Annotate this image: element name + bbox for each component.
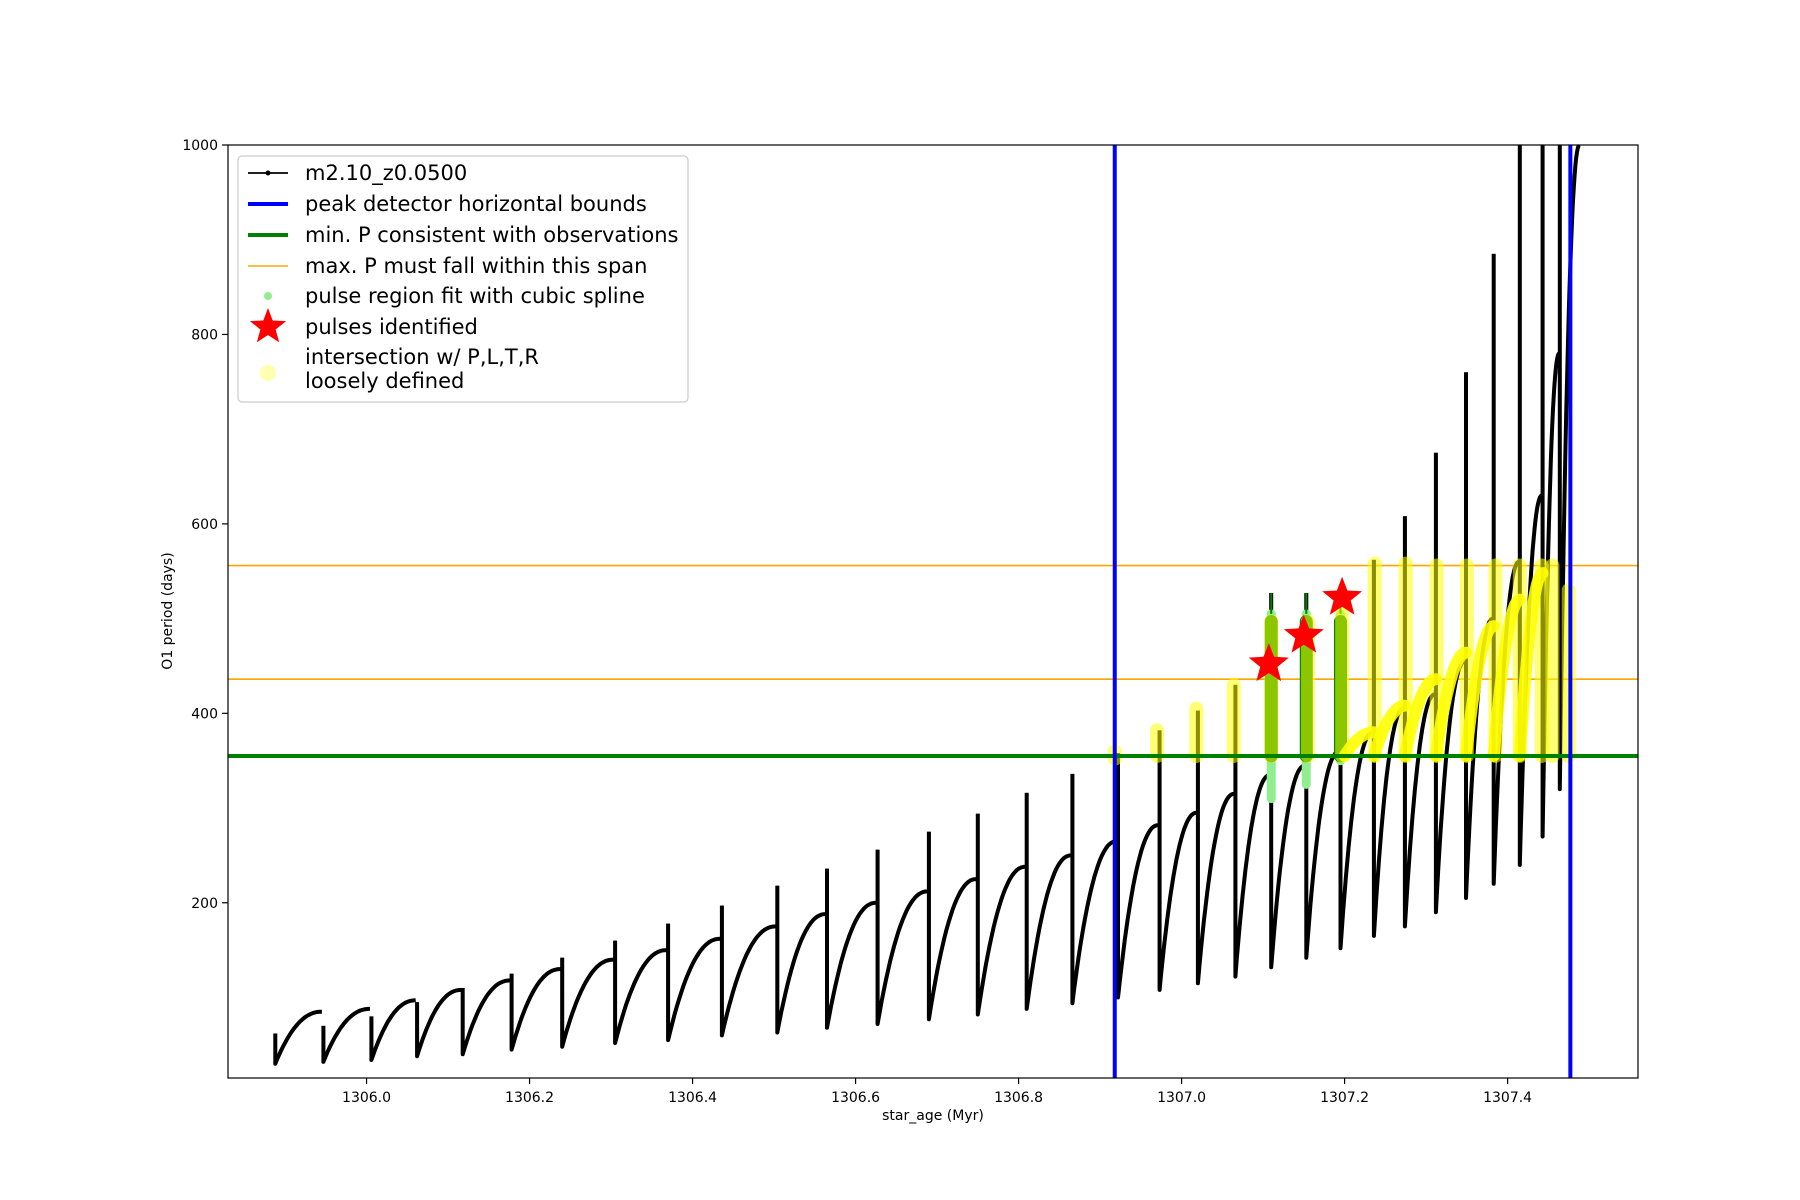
- pulse-cycle-19: [1157, 730, 1198, 992]
- pulse-stars: [228, 145, 1638, 1078]
- intersection-curve-7: [1513, 567, 1549, 762]
- pulse-star-2: [1283, 614, 1324, 653]
- pulse-cycle-20: [1195, 710, 1235, 986]
- pulse-cycle-3: [369, 998, 416, 1062]
- legend-box: [237, 155, 689, 403]
- pulse-cycle-15: [975, 813, 1026, 1017]
- legend-entry-pulses: pulses identified: [249, 308, 478, 343]
- y-tick-label-4: 800: [191, 327, 218, 343]
- pulse-cycle-22: [1269, 593, 1306, 970]
- legend-entry-intersection: intersection w/ P,L,T,R loosely defined: [260, 345, 539, 393]
- intersection-curve-1: [1338, 726, 1380, 762]
- pulse-cycle-14: [926, 831, 977, 1022]
- x-tick-label-3: 1306.4: [668, 1090, 717, 1106]
- x-tick-label-5: 1306.8: [994, 1090, 1043, 1106]
- x-tick-label-4: 1306.6: [831, 1090, 880, 1106]
- intersection-curve-4: [1429, 646, 1472, 762]
- pulse-cycle-17: [1070, 773, 1117, 1006]
- legend-star-icon: [249, 308, 287, 343]
- pulse-cycle-11: [775, 885, 826, 1035]
- pulse-cycle-2: [321, 1006, 371, 1064]
- x-tick-label-8: 1307.4: [1483, 1090, 1532, 1106]
- intersection-curve-3: [1398, 673, 1442, 762]
- pulse-cycle-12: [825, 868, 877, 1030]
- legend-entry-series: m2.10_z0.0500: [248, 161, 467, 186]
- legend: m2.10_z0.0500 peak detector horizontal b…: [237, 155, 689, 403]
- legend-entry-min-p: min. P consistent with observations: [248, 223, 678, 247]
- legend-entry-max-p: max. P must fall within this span: [248, 254, 647, 278]
- pulse-cycle-13: [875, 849, 928, 1026]
- x-tick-label-1: 1306.0: [342, 1090, 391, 1106]
- pulse-star-3: [1322, 576, 1363, 615]
- intersection-curve-2: [1367, 699, 1411, 762]
- y-tick-label-3: 600: [191, 517, 218, 533]
- y-tick-label-5: 1000: [182, 138, 218, 154]
- pulse-cycle-5: [460, 978, 511, 1057]
- legend-label-max-p: max. P must fall within this span: [305, 254, 647, 278]
- legend-circle-icon: [260, 365, 276, 381]
- legend-label-intersection-line2: loosely defined: [305, 369, 464, 393]
- plot-frame: [227, 144, 1639, 1079]
- pulse-cycle-10: [719, 905, 776, 1038]
- intersection-curve-6: [1487, 593, 1526, 762]
- legend-label-min-p: min. P consistent with observations: [305, 223, 678, 247]
- pulse-cycle-21: [1233, 684, 1271, 979]
- pulse-cycle-7: [560, 957, 614, 1049]
- legend-label-pulses: pulses identified: [305, 315, 478, 339]
- legend-label-series: m2.10_z0.0500: [305, 161, 467, 186]
- pulse-cycle-6: [509, 967, 561, 1052]
- pulse-cycle-1: [273, 1009, 322, 1066]
- x-tick-label-7: 1307.2: [1320, 1090, 1369, 1106]
- legend-label-spline: pulse region fit with cubic spline: [305, 284, 645, 308]
- x-tick-label-2: 1306.2: [505, 1090, 554, 1106]
- pulse-cycle-18: [1116, 753, 1159, 1000]
- y-tick-label-2: 400: [191, 706, 218, 722]
- y-tick-label-1: 200: [191, 896, 218, 912]
- x-tick-label-6: 1307.0: [1157, 1090, 1206, 1106]
- legend-label-bounds: peak detector horizontal bounds: [305, 192, 647, 216]
- y-axis-label: O1 period (days): [160, 552, 176, 669]
- pulse-cycle-30: [1517, 145, 1543, 867]
- pulse-cycle-16: [1024, 792, 1072, 1011]
- pulse-cycle-4: [415, 987, 462, 1059]
- x-axis-label: star_age (Myr): [882, 1108, 984, 1124]
- intersection-curve-5: [1460, 620, 1500, 762]
- axis-ticks: 1306.0 1306.2 1306.4 1306.6 1306.8 1307.0 1307…: [182, 138, 1532, 1106]
- legend-dot-icon: [264, 292, 272, 300]
- pulse-cycle-8: [613, 940, 667, 1045]
- legend-marker-icon: [265, 170, 271, 176]
- legend-entry-bounds: peak detector horizontal bounds: [248, 192, 647, 216]
- pulse-cycle-9: [666, 923, 721, 1043]
- legend-label-intersection-line1: intersection w/ P,L,T,R: [305, 345, 539, 369]
- pulse-star-1: [1248, 643, 1289, 682]
- legend-entry-spline: pulse region fit with cubic spline: [264, 284, 645, 308]
